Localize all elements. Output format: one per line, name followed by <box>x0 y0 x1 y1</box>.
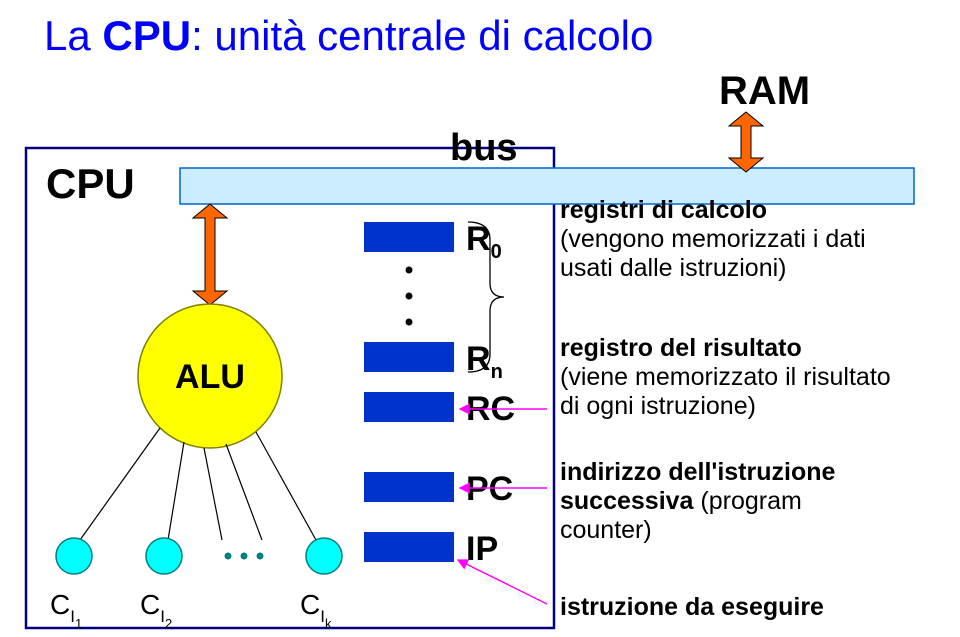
ci-node <box>306 538 342 574</box>
ellipsis-dot <box>406 267 413 274</box>
note-registri: usati dalle istruzioni) <box>560 254 787 282</box>
bus-label: bus <box>450 127 518 169</box>
alu-label: ALU <box>175 358 245 396</box>
ellipsis-dot <box>406 319 413 326</box>
title: La CPU: unità centrale di calcolo <box>44 12 653 59</box>
register-box <box>364 342 454 372</box>
bus-bar <box>180 168 914 204</box>
note-ip: istruzione da eseguire <box>560 593 824 621</box>
cpu-label: CPU <box>46 160 135 207</box>
diagram-canvas: La CPU: unità centrale di calcolo RAM CPU b… <box>0 0 960 637</box>
register-box <box>364 532 454 562</box>
register-box <box>364 392 454 422</box>
ram-label: RAM <box>719 69 810 113</box>
register-label: PC <box>466 470 513 508</box>
ellipsis-dot <box>225 553 232 560</box>
note-pc: successiva (program <box>560 487 802 515</box>
ellipsis-dot <box>257 553 264 560</box>
register-box <box>364 222 454 252</box>
note-registri: (vengono memorizzati i dati <box>560 225 866 253</box>
ci-node <box>56 538 92 574</box>
note-risultato: registro del risultato <box>560 334 802 362</box>
ellipsis-dot <box>241 553 248 560</box>
register-box <box>364 472 454 502</box>
note-risultato: di ogni istruzione) <box>560 392 756 420</box>
note-pc: counter) <box>560 516 652 544</box>
note-risultato: (viene memorizzato il risultato <box>560 363 891 391</box>
ellipsis-dot <box>406 293 413 300</box>
ci-node <box>146 538 182 574</box>
note-registri: registri di calcolo <box>560 196 767 224</box>
note-pc: indirizzo dell'istruzione <box>560 458 835 486</box>
register-label: IP <box>466 530 498 568</box>
